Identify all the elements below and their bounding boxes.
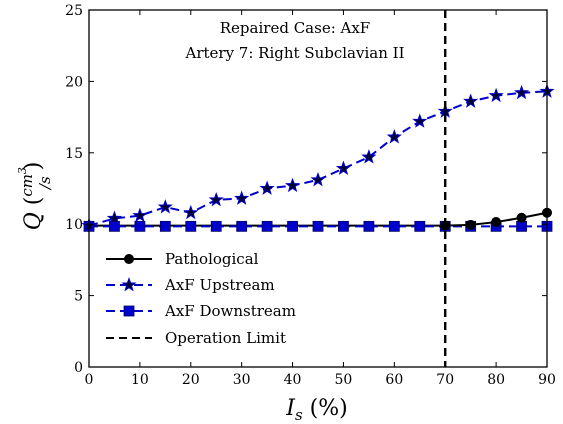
point-axf-downstream <box>261 220 273 232</box>
point-axf-upstream <box>463 93 479 108</box>
point-pathological <box>516 212 527 223</box>
point-axf-downstream <box>185 220 197 232</box>
legend-item: Operation Limit <box>106 329 286 347</box>
y-tick-label: 0 <box>74 360 83 376</box>
legend-label: Operation Limit <box>165 329 286 347</box>
legend-marker <box>121 277 137 292</box>
point-axf-downstream <box>134 220 146 232</box>
point-axf-downstream <box>363 220 375 232</box>
x-tick-label: 50 <box>335 372 353 388</box>
y-tick-label: 25 <box>65 3 83 19</box>
x-tick-label: 60 <box>385 372 403 388</box>
plot-frame <box>88 9 548 368</box>
point-axf-downstream <box>516 220 527 232</box>
y-tick-label: 5 <box>74 289 83 305</box>
chart-title: Repaired Case: AxF <box>220 19 370 37</box>
y-tick-label: 20 <box>65 74 83 90</box>
point-axf-upstream <box>132 207 148 223</box>
point-axf-upstream <box>106 210 123 225</box>
legend-item: AxF Downstream <box>106 302 296 320</box>
title-layer: Repaired Case: AxF Artery 7: Right Subcl… <box>184 19 404 62</box>
point-axf-upstream <box>361 149 377 164</box>
y-tick-label: 15 <box>65 146 83 162</box>
point-axf-downstream <box>287 220 298 232</box>
legend-item: Pathological <box>106 250 259 268</box>
legend-label: Pathological <box>165 250 259 268</box>
point-axf-upstream <box>310 171 326 187</box>
point-axf-upstream <box>335 160 352 175</box>
x-tick-label: 10 <box>131 372 149 388</box>
legend-marker <box>124 254 134 264</box>
point-axf-upstream <box>386 129 402 144</box>
legend: Pathological AxF Upstream AxF Downstream Op… <box>106 250 296 347</box>
x-tick-label: 40 <box>284 372 302 388</box>
x-tick-label: 80 <box>487 372 505 388</box>
point-axf-upstream <box>259 180 275 195</box>
point-pathological <box>491 217 502 228</box>
point-axf-upstream <box>208 191 224 207</box>
x-tick-label: 90 <box>538 372 556 388</box>
legend-marker <box>123 305 135 317</box>
series-line-axf-upstream <box>88 90 548 227</box>
point-axf-upstream <box>513 84 530 100</box>
axes-layer: 0 10 20 30 40 50 60 70 80 90 0 5 10 15 20 25 <box>65 3 556 388</box>
x-tick-label: 30 <box>233 372 251 388</box>
chart-subtitle: Artery 7: Right Subclavian II <box>184 44 404 62</box>
legend-label: AxF Upstream <box>164 276 275 294</box>
x-tick-label: 20 <box>182 372 200 388</box>
legend-item: AxF Upstream <box>106 276 275 294</box>
point-axf-downstream <box>159 220 171 232</box>
point-axf-upstream <box>284 177 301 193</box>
point-axf-upstream <box>157 199 173 214</box>
point-axf-upstream <box>412 113 428 128</box>
svg-text:Q (cm3/s): Q (cm3/s) <box>16 162 54 231</box>
point-axf-upstream <box>183 204 199 220</box>
point-axf-downstream <box>338 220 349 232</box>
point-axf-upstream <box>234 190 250 205</box>
point-axf-downstream <box>312 220 324 232</box>
x-axis-label: Is (%) <box>285 396 347 424</box>
point-axf-downstream <box>210 220 222 232</box>
x-tick-label: 70 <box>436 372 454 388</box>
series-layer <box>81 10 555 367</box>
x-tick-label: 0 <box>85 372 94 388</box>
point-pathological <box>465 219 476 230</box>
point-axf-upstream <box>488 87 504 103</box>
point-axf-downstream <box>388 220 400 232</box>
y-tick-label: 10 <box>65 217 83 233</box>
point-axf-downstream <box>236 220 248 232</box>
y-axis-label: Q (cm3/s) <box>16 162 54 231</box>
point-axf-downstream <box>414 220 426 232</box>
legend-label: AxF Downstream <box>164 302 296 320</box>
